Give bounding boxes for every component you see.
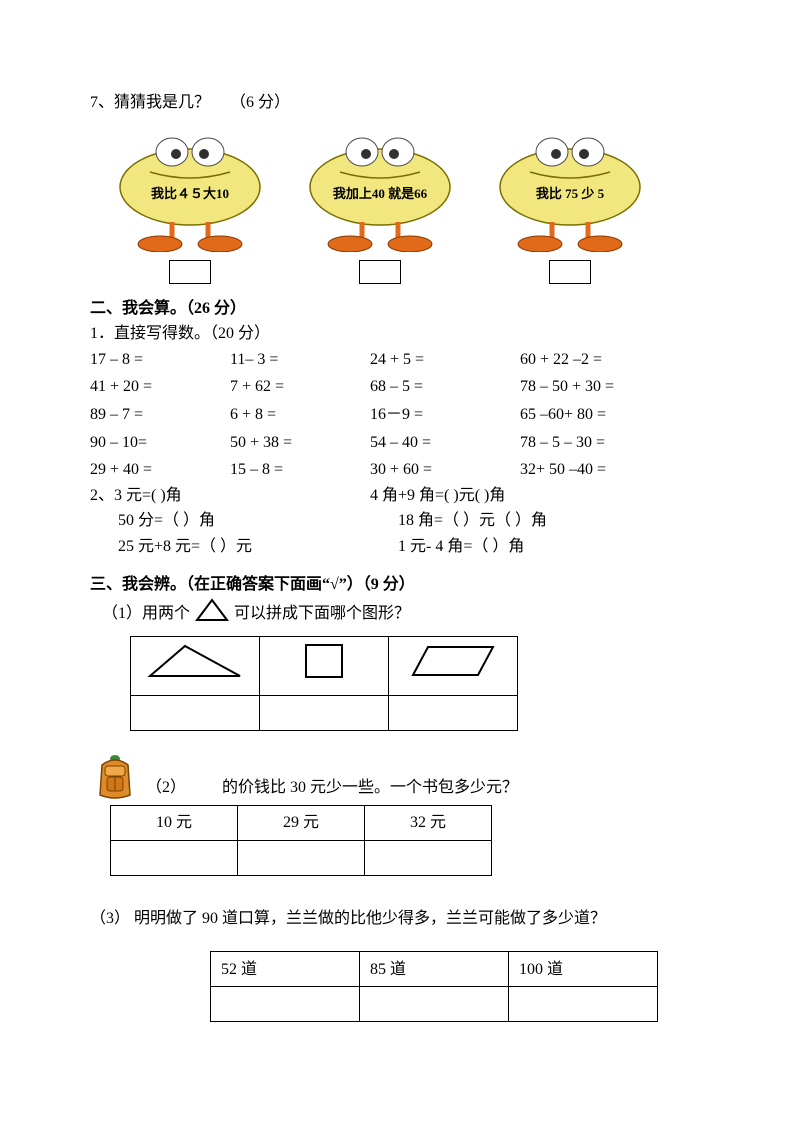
count-cell: 85 道 [360, 952, 509, 987]
shape-table [130, 636, 518, 731]
q3-1-b: 可以拼成下面哪个图形？ [234, 605, 410, 622]
calc-cell: 16－9 = [370, 402, 520, 428]
q3-3: （3） 明明做了 90 道口算，兰兰做的比他少得多，兰兰可能做了多少道？ [90, 906, 740, 932]
shape-cell[interactable] [260, 636, 389, 695]
calc-cell: 78 – 5 – 30 = [520, 430, 700, 456]
conv-row: 50 分=（ ）角 18 角=（ ）元（ ）角 [118, 508, 740, 534]
calc-cell: 17 – 8 = [90, 347, 230, 373]
character-3: 我比 75 少 5 [490, 122, 650, 284]
calc-cell: 11– 3 = [230, 347, 370, 373]
q3-2-a: （2） [146, 775, 186, 801]
answer-cell[interactable] [131, 695, 260, 730]
price-table: 10 元 29 元 32 元 [110, 805, 492, 876]
calc-cell: 32+ 50 –40 = [520, 457, 700, 483]
answer-cell[interactable] [365, 840, 492, 875]
conv-right: 4 角+9 角=( )元( )角 [370, 483, 505, 509]
answer-cell[interactable] [389, 695, 518, 730]
calc-cell: 54 – 40 = [370, 430, 520, 456]
calc-cell: 24 + 5 = [370, 347, 520, 373]
calc-cell: 60 + 22 –2 = [520, 347, 700, 373]
backpack-icon [90, 751, 140, 801]
q7-points: （6 分） [230, 94, 290, 111]
calc-cell: 15 – 8 = [230, 457, 370, 483]
conv-left: 25 元+8 元=（ ）元 [118, 534, 398, 560]
conv-right: 18 角=（ ）元（ ）角 [398, 508, 547, 534]
price-cell: 32 元 [365, 805, 492, 840]
section-2-sub1: 1．直接写得数。（20 分） [90, 321, 740, 347]
price-cell: 10 元 [111, 805, 238, 840]
answer-box-1[interactable] [169, 260, 211, 284]
conv-left: 2、3 元=( )角 [90, 483, 370, 509]
answer-cell[interactable] [211, 987, 360, 1022]
calc-cell: 50 + 38 = [230, 430, 370, 456]
conv-right: 1 元- 4 角=（ ）角 [398, 534, 524, 560]
frog-icon: 我加上40 就是66 [300, 122, 460, 252]
q3-2: （2） 的价钱比 30 元少一些。一个书包多少元？ [90, 751, 740, 801]
svg-text:我加上40 就是66: 我加上40 就是66 [333, 186, 428, 201]
calc-cell: 68 – 5 = [370, 374, 520, 400]
q7-title: 7、猜猜我是几？ [90, 94, 210, 111]
calc-cell: 90 – 10= [90, 430, 230, 456]
calc-cell: 7 + 62 = [230, 374, 370, 400]
count-cell: 52 道 [211, 952, 360, 987]
character-2: 我加上40 就是66 [300, 122, 460, 284]
svg-text:我比４５大10: 我比４５大10 [151, 186, 229, 201]
answer-box-3[interactable] [549, 260, 591, 284]
answer-cell[interactable] [509, 987, 658, 1022]
shape-cell[interactable] [389, 636, 518, 695]
price-cell: 29 元 [238, 805, 365, 840]
frog-icon: 我比４５大10 [110, 122, 270, 252]
answer-box-2[interactable] [359, 260, 401, 284]
answer-cell[interactable] [360, 987, 509, 1022]
section-2-title: 二、我会算。（26 分） [90, 296, 740, 322]
count-table: 52 道 85 道 100 道 [210, 951, 658, 1022]
calc-cell: 30 + 60 = [370, 457, 520, 483]
answer-cell[interactable] [260, 695, 389, 730]
triangle-icon [194, 597, 230, 632]
q3-1: （1）用两个 可以拼成下面哪个图形？ [102, 597, 740, 632]
calc-cell: 78 – 50 + 30 = [520, 374, 700, 400]
calc-cell: 89 – 7 = [90, 402, 230, 428]
conv-row: 25 元+8 元=（ ）元 1 元- 4 角=（ ）角 [118, 534, 740, 560]
shape-cell[interactable] [131, 636, 260, 695]
calc-cell: 6 + 8 = [230, 402, 370, 428]
question-7: 7、猜猜我是几？ （6 分） [90, 90, 740, 116]
frog-icon: 我比 75 少 5 [490, 122, 650, 252]
q3-2-b: 的价钱比 30 元少一些。一个书包多少元？ [222, 775, 518, 801]
section-3-title: 三、我会辨。（在正确答案下面画“√”）（9 分） [90, 572, 740, 598]
calc-cell: 41 + 20 = [90, 374, 230, 400]
character-row: 我比４５大10 我加上40 就是66 [110, 122, 740, 284]
answer-cell[interactable] [111, 840, 238, 875]
answer-cell[interactable] [238, 840, 365, 875]
q3-1-a: （1）用两个 [102, 605, 190, 622]
count-cell: 100 道 [509, 952, 658, 987]
calc-cell: 29 + 40 = [90, 457, 230, 483]
calc-cell: 65 –60+ 80 = [520, 402, 700, 428]
conv-left: 50 分=（ ）角 [118, 508, 398, 534]
svg-text:我比 75 少 5: 我比 75 少 5 [536, 186, 605, 201]
conv-row: 2、3 元=( )角 4 角+9 角=( )元( )角 [90, 483, 740, 509]
calc-grid: 17 – 8 = 11– 3 = 24 + 5 = 60 + 22 –2 = 4… [90, 347, 740, 483]
character-1: 我比４５大10 [110, 122, 270, 284]
